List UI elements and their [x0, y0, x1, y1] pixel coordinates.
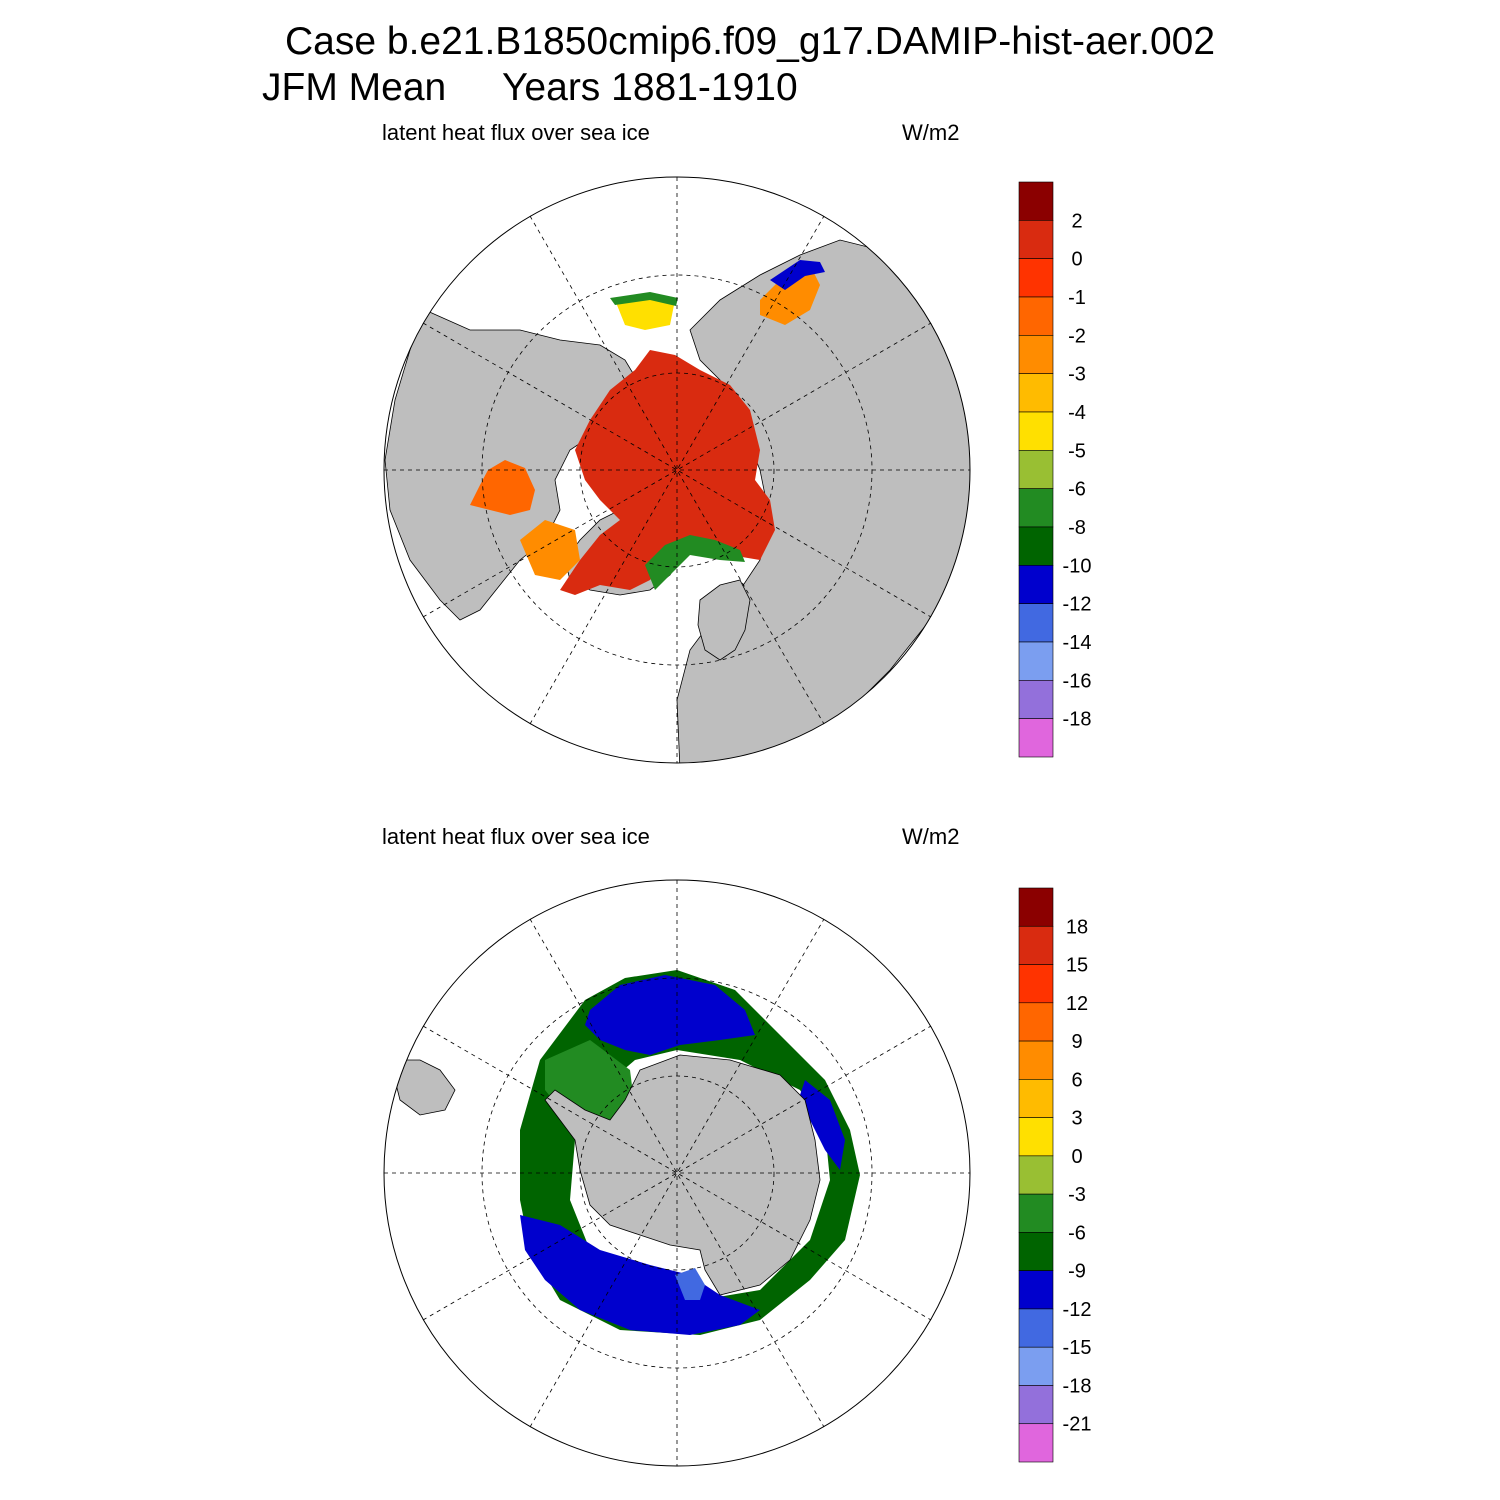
south-graticule	[384, 880, 970, 1466]
south-colorbar-box	[1018, 887, 1054, 927]
north-colorbar-box	[1018, 641, 1054, 681]
north-colorbar-box	[1018, 220, 1054, 259]
south-colorbar-label: -6	[1068, 1222, 1086, 1244]
north-colorbar-label: -6	[1068, 479, 1086, 501]
north-colorbar-box	[1018, 680, 1054, 719]
north-ice-bering	[615, 295, 675, 330]
north-ice-hudson-bay	[470, 460, 535, 515]
south-colorbar-box	[1018, 1423, 1054, 1463]
south-colorbar-label: 6	[1071, 1069, 1082, 1091]
north-colorbar-box	[1018, 565, 1054, 604]
north-colorbar-box	[1018, 258, 1054, 298]
south-colorbar-label: -15	[1063, 1337, 1092, 1359]
south-colorbar-box	[1018, 1193, 1054, 1233]
south-units-label: W/m2	[902, 824, 960, 849]
south-colorbar-label: 18	[1066, 916, 1088, 938]
south-colorbar-label: 12	[1066, 993, 1088, 1015]
south-colorbar-label: 9	[1071, 1031, 1082, 1053]
south-colorbar-box	[1018, 1270, 1054, 1310]
south-colorbar-box	[1018, 1155, 1054, 1195]
north-colorbar-label: -5	[1068, 440, 1086, 462]
south-colorbar-label: 0	[1071, 1146, 1082, 1168]
south-colorbar-box	[1018, 1002, 1054, 1042]
north-ice-edge-green	[645, 535, 745, 590]
north-graticule	[384, 177, 970, 763]
south-colorbar-box	[1018, 1040, 1054, 1080]
south-colorbar-label: -3	[1068, 1184, 1086, 1206]
south-colorbar-label: 3	[1071, 1108, 1082, 1130]
season-title: JFM Mean	[262, 66, 447, 109]
north-variable-label: latent heat flux over sea ice	[382, 120, 650, 145]
north-colorbar-box	[1018, 450, 1054, 489]
north-colorbar-box	[1018, 526, 1054, 566]
north-colorbar-label: -4	[1068, 402, 1086, 424]
south-colorbar-box	[1018, 964, 1054, 1004]
south-map-border	[383, 879, 971, 1467]
north-colorbar-label: -2	[1068, 325, 1086, 347]
north-colorbar-label: -14	[1063, 632, 1092, 654]
south-colorbar-box	[1018, 1079, 1054, 1118]
south-colorbar-label: 15	[1066, 955, 1088, 977]
south-ice-blue-east	[800, 1080, 845, 1170]
north-colorbar-label: -3	[1068, 364, 1086, 386]
years-title: Years 1881-1910	[502, 66, 798, 109]
north-land-scandinavia	[697, 579, 751, 661]
north-colorbar-label: 2	[1071, 210, 1082, 232]
north-colorbar-label: -10	[1063, 555, 1092, 577]
north-colorbar-box	[1018, 335, 1054, 374]
north-colorbar-label: -8	[1068, 517, 1086, 539]
south-colorbar-label: -12	[1063, 1299, 1092, 1321]
north-polar-map	[383, 176, 971, 764]
north-colorbar-box	[1018, 373, 1054, 413]
north-ice-okhotsk	[760, 265, 820, 325]
south-colorbar-box	[1018, 925, 1054, 965]
north-ice-bering-edge	[610, 292, 678, 306]
south-colorbar-box	[1018, 1117, 1054, 1157]
north-colorbar-label: 0	[1071, 249, 1082, 271]
north-colorbar-box	[1018, 296, 1054, 336]
north-colorbar-label: -12	[1063, 594, 1092, 616]
south-colorbar-label: -21	[1063, 1414, 1092, 1436]
south-colorbar: 18 15 12 9 6 3 0 -3 -6 -9 -12 -15 -18 -21	[1018, 887, 1092, 1463]
north-colorbar-box	[1018, 603, 1054, 643]
south-ice-blue-south	[520, 1215, 760, 1335]
north-colorbar-box	[1018, 718, 1054, 758]
north-colorbar-label: -16	[1063, 670, 1092, 692]
south-colorbar-box	[1018, 1232, 1054, 1271]
case-title: Case b.e21.B1850cmip6.f09_g17.DAMIP-hist…	[285, 20, 1216, 63]
north-colorbar-label: -1	[1068, 287, 1086, 309]
south-ice-light-blue	[675, 1268, 705, 1300]
south-colorbar-label: -18	[1063, 1375, 1092, 1397]
north-colorbar-box	[1018, 488, 1054, 528]
south-polar-map	[383, 879, 971, 1467]
north-ice-arctic-basin	[560, 350, 775, 595]
north-ice-okhotsk-edge	[770, 260, 825, 290]
south-colorbar-box	[1018, 1346, 1054, 1386]
south-colorbar-box	[1018, 1308, 1054, 1348]
north-colorbar: 2 0 -1 -2 -3 -4 -5 -6 -8 -10 -12 -14 -16 -18	[1018, 181, 1092, 758]
north-map-border	[383, 176, 971, 764]
north-colorbar-box	[1018, 411, 1054, 451]
south-colorbar-label: -9	[1068, 1261, 1086, 1283]
north-colorbar-box	[1018, 181, 1054, 221]
north-units-label: W/m2	[902, 120, 960, 145]
south-ice-blue-north	[585, 975, 755, 1055]
south-colorbar-box	[1018, 1385, 1054, 1425]
north-colorbar-label: -18	[1063, 709, 1092, 731]
south-variable-label: latent heat flux over sea ice	[382, 824, 650, 849]
